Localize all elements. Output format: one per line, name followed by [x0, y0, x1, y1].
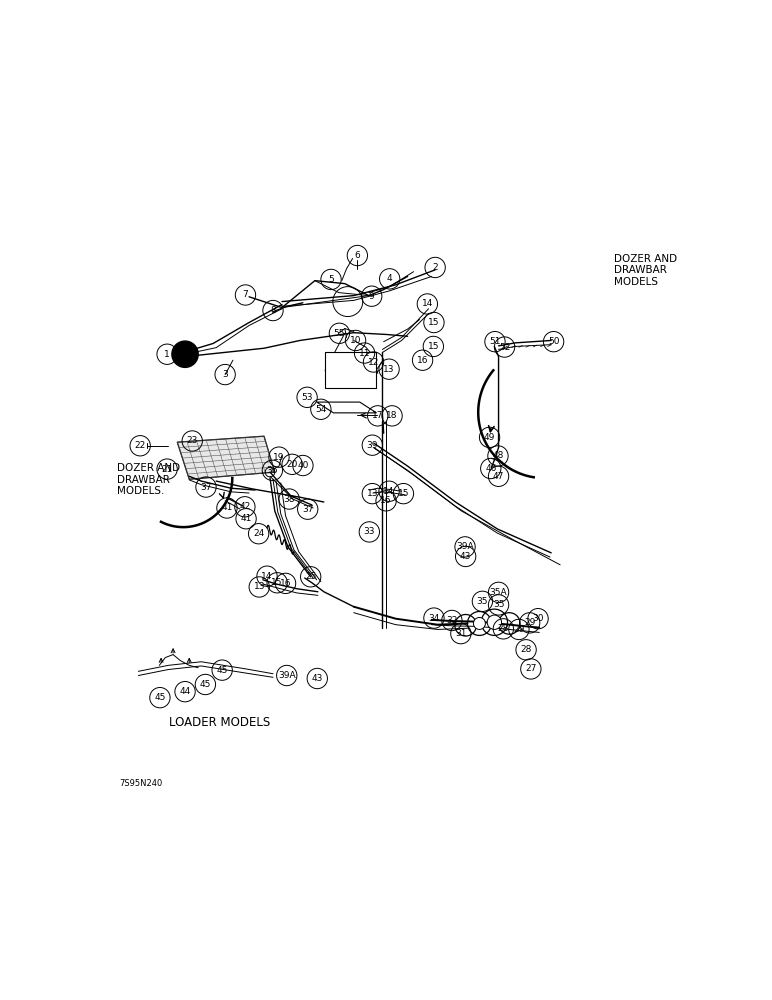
Text: 10: 10	[350, 336, 361, 345]
Text: 53: 53	[301, 393, 313, 402]
Text: 15: 15	[428, 318, 440, 327]
Text: 51: 51	[489, 337, 501, 346]
Text: 35A: 35A	[489, 588, 507, 597]
Circle shape	[473, 617, 486, 629]
Text: 21: 21	[161, 465, 173, 474]
Text: 45: 45	[154, 693, 166, 702]
Text: 30: 30	[533, 614, 543, 623]
Text: 16: 16	[381, 496, 392, 505]
Text: 13: 13	[253, 582, 265, 591]
Text: 12: 12	[367, 358, 379, 367]
Text: 17: 17	[372, 411, 384, 420]
Text: 41: 41	[240, 514, 252, 523]
Text: 7: 7	[242, 290, 249, 299]
Circle shape	[172, 341, 198, 367]
Text: 38: 38	[283, 495, 295, 504]
Text: 16: 16	[417, 356, 428, 365]
Text: DOZER AND
DRAWBAR
MODELS: DOZER AND DRAWBAR MODELS	[614, 254, 677, 287]
Text: 37: 37	[200, 483, 212, 492]
Text: 39A: 39A	[278, 671, 296, 680]
Text: 32: 32	[446, 616, 458, 625]
Text: 40: 40	[297, 461, 309, 470]
Text: 23: 23	[187, 436, 198, 445]
Text: 15: 15	[428, 342, 439, 351]
Text: 48: 48	[493, 451, 503, 460]
Text: 6: 6	[354, 251, 361, 260]
Text: 45: 45	[200, 680, 211, 689]
Text: DOZER AND
DRAWBAR
MODELS.: DOZER AND DRAWBAR MODELS.	[117, 463, 181, 496]
Polygon shape	[178, 436, 275, 479]
Text: 1: 1	[164, 350, 170, 359]
Text: 7S95N240: 7S95N240	[119, 779, 162, 788]
Text: 8: 8	[270, 306, 276, 315]
Text: 44: 44	[179, 687, 191, 696]
Text: 20: 20	[286, 460, 298, 469]
Text: 27: 27	[525, 664, 537, 673]
Text: 9: 9	[369, 292, 374, 301]
Text: 19: 19	[273, 453, 285, 462]
Text: 35: 35	[493, 600, 504, 609]
Text: 29: 29	[513, 625, 525, 634]
Text: 43: 43	[312, 674, 323, 683]
Text: 49: 49	[484, 433, 496, 442]
Text: 16: 16	[279, 579, 291, 588]
Text: 28: 28	[520, 645, 532, 654]
Text: 13: 13	[384, 365, 394, 374]
Text: 15: 15	[272, 578, 283, 587]
Circle shape	[487, 615, 502, 629]
FancyBboxPatch shape	[325, 352, 376, 388]
Text: 28: 28	[498, 624, 509, 633]
Text: 33: 33	[364, 527, 375, 536]
Text: 46: 46	[485, 464, 496, 473]
Text: 39A: 39A	[456, 542, 474, 551]
Text: 36: 36	[266, 466, 278, 475]
Text: LOADER MODELS: LOADER MODELS	[168, 716, 269, 729]
Text: 34: 34	[428, 614, 439, 623]
Text: 43: 43	[460, 552, 472, 561]
Text: 37: 37	[302, 505, 313, 514]
Text: 5: 5	[328, 275, 334, 284]
Text: 39: 39	[367, 441, 378, 450]
Text: 35: 35	[476, 597, 488, 606]
Text: 14: 14	[262, 572, 273, 581]
Text: 4: 4	[387, 274, 392, 283]
Text: 11: 11	[359, 349, 371, 358]
Text: 47: 47	[493, 472, 504, 481]
Text: 55: 55	[334, 329, 345, 338]
Text: 29: 29	[524, 618, 535, 627]
Text: 45: 45	[216, 666, 228, 675]
Text: 41: 41	[222, 503, 232, 512]
Text: 25: 25	[305, 572, 317, 581]
Text: 52: 52	[499, 343, 510, 352]
Text: 31: 31	[455, 629, 466, 638]
Text: 24: 24	[253, 529, 264, 538]
Text: 50: 50	[548, 337, 560, 346]
Text: 14: 14	[384, 487, 394, 496]
Text: 54: 54	[315, 405, 327, 414]
Text: 42: 42	[239, 502, 250, 511]
Text: 15: 15	[398, 489, 409, 498]
Text: 3: 3	[222, 370, 228, 379]
Text: 2: 2	[432, 263, 438, 272]
Polygon shape	[317, 402, 377, 413]
Text: 18: 18	[386, 411, 398, 420]
Text: 22: 22	[134, 441, 146, 450]
Text: 13: 13	[367, 489, 378, 498]
Text: 14: 14	[422, 299, 433, 308]
